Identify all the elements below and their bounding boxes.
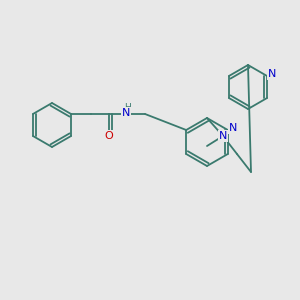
Text: N: N — [268, 69, 276, 79]
Text: N: N — [219, 131, 227, 141]
Text: H: H — [124, 103, 130, 112]
Text: N: N — [229, 123, 237, 133]
Text: O: O — [105, 131, 113, 141]
Text: N: N — [122, 108, 130, 118]
